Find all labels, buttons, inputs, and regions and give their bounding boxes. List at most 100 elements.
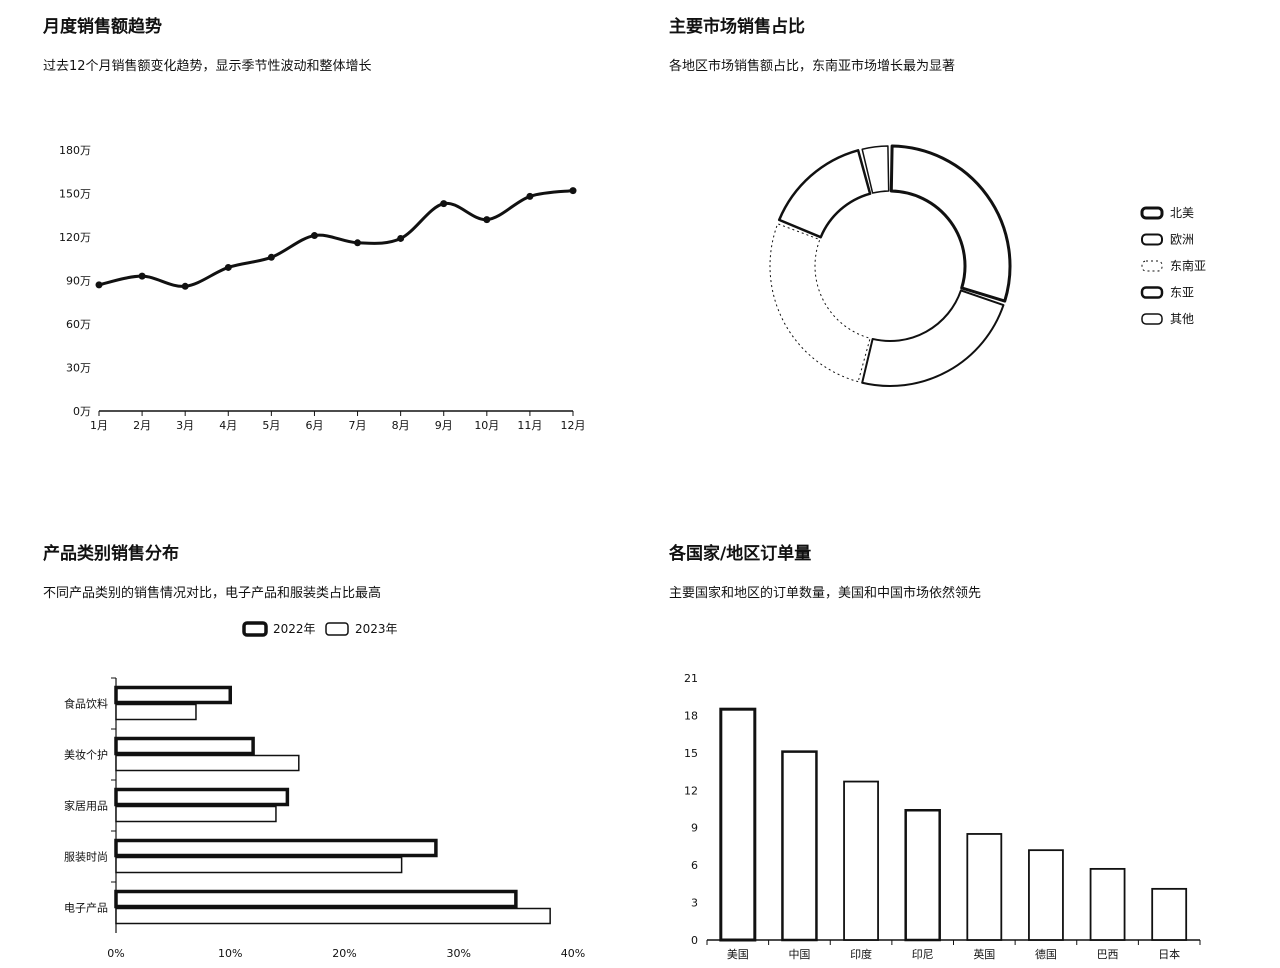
line-chart: 0万 30万 60万 90万 120万 150万 180万 1月 2月 3月 4月 5月 6月 7月 8月 9… — [59, 144, 586, 432]
legend-swatch — [1141, 233, 1163, 246]
x-tick-label: 40% — [561, 947, 585, 960]
x-tick-label: 10% — [218, 947, 242, 960]
x-tick-label: 2月 — [133, 419, 151, 432]
donut-slice — [889, 144, 1012, 303]
data-point — [569, 187, 577, 195]
data-point — [267, 253, 275, 261]
x-tick-label: 11月 — [517, 419, 542, 432]
bar-series-2 — [115, 754, 300, 772]
data-point — [354, 239, 362, 247]
data-point — [138, 272, 146, 280]
legend-swatch — [1140, 206, 1164, 220]
legend-label: 东亚 — [1170, 286, 1194, 300]
y-tick-label: 6 — [691, 859, 698, 872]
x-tick-label: 5月 — [262, 419, 280, 432]
bar — [843, 780, 879, 941]
y-tick-label: 60万 — [66, 318, 91, 331]
donut-slice — [861, 145, 890, 194]
line-chart-panel: 月度销售额趋势 过去12个月销售额变化趋势，显示季节性波动和整体增长 0万 30万… — [0, 0, 640, 484]
bar — [781, 750, 818, 942]
legend-label: 2022年 — [273, 622, 316, 636]
x-tick-label: 12月 — [561, 419, 586, 432]
bar-series-1 — [114, 838, 438, 858]
donut-chart-panel: 主要市场销售占比 各地区市场销售额占比，东南亚市场增长最为显著 北美 欧洲 东南亚东… — [640, 0, 1280, 484]
x-tick-label: 德国 — [1035, 947, 1057, 961]
donut-slice — [861, 289, 1005, 387]
y-tick-label: 家居用品 — [64, 799, 108, 813]
bar — [1028, 849, 1064, 941]
x-tick-label: 10月 — [474, 419, 499, 432]
y-tick-label: 180万 — [59, 144, 91, 157]
x-tick-label: 30% — [447, 947, 471, 960]
bar — [966, 833, 1003, 941]
y-tick-label: 0 — [691, 934, 698, 947]
y-tick-label: 150万 — [59, 188, 91, 201]
y-tick-label: 120万 — [59, 231, 91, 244]
donut-slice — [777, 149, 872, 239]
legend-swatch — [1141, 260, 1163, 272]
x-tick-label: 中国 — [788, 948, 810, 961]
bar — [719, 707, 757, 942]
x-tick-label: 0% — [107, 947, 124, 960]
x-tick-label: 印尼 — [912, 948, 934, 961]
bar-series-2 — [115, 805, 277, 823]
hbar-chart: 0% 10% 20% 30% 40% 电子产品 服装时尚 家居用品 美妆个护 食品饮料 2022年 2… — [64, 621, 585, 960]
legend-swatch — [1141, 313, 1163, 325]
y-tick-label: 12 — [684, 784, 698, 797]
y-tick-label: 15 — [684, 747, 698, 760]
data-point — [95, 281, 103, 289]
x-tick-label: 印度 — [850, 947, 872, 961]
hbar-chart-panel: 产品类别销售分布 不同产品类别的销售情况对比，电子产品和服装类占比最高 0% 10… — [0, 484, 640, 968]
y-tick-label: 美妆个护 — [64, 748, 108, 762]
data-point — [181, 282, 189, 290]
x-tick-label: 日本 — [1158, 947, 1180, 961]
legend-label: 欧洲 — [1170, 233, 1194, 247]
x-tick-label: 巴西 — [1097, 948, 1119, 961]
x-tick-label: 1月 — [90, 419, 108, 432]
bar-series-2 — [115, 907, 551, 925]
x-tick-label: 3月 — [176, 419, 194, 432]
vbar-chart-title: 各国家/地区订单量 — [669, 544, 812, 564]
y-tick-label: 0万 — [73, 405, 91, 418]
data-point — [483, 216, 491, 224]
legend-label: 东南亚 — [1170, 258, 1206, 273]
x-tick-label: 美国 — [727, 948, 749, 961]
bar — [1151, 887, 1188, 941]
data-point — [397, 234, 405, 242]
x-tick-label: 7月 — [349, 419, 367, 432]
bar — [904, 808, 941, 942]
bar-series-1 — [114, 685, 232, 705]
data-point — [310, 232, 318, 240]
x-tick-label: 20% — [332, 947, 356, 960]
vbar-chart-subtitle: 主要国家和地区的订单数量，美国和中国市场依然领先 — [669, 586, 982, 601]
line-chart-title: 月度销售额趋势 — [43, 17, 162, 37]
x-tick-label: 6月 — [305, 419, 323, 432]
y-tick-label: 食品饮料 — [64, 697, 108, 711]
bar — [1089, 867, 1126, 941]
data-point — [526, 192, 534, 200]
y-tick-label: 21 — [684, 672, 698, 685]
hbar-chart-subtitle: 不同产品类别的销售情况对比，电子产品和服装类占比最高 — [43, 586, 382, 601]
y-tick-label: 18 — [684, 709, 698, 722]
hbar-chart-title: 产品类别销售分布 — [43, 544, 179, 564]
x-tick-label: 8月 — [392, 419, 410, 432]
vbar-chart-panel: 各国家/地区订单量 主要国家和地区的订单数量，美国和中国市场依然领先 0 3 6 9 1… — [640, 484, 1280, 968]
donut-chart-title: 主要市场销售占比 — [669, 17, 805, 37]
line-chart-subtitle: 过去12个月销售额变化趋势，显示季节性波动和整体增长 — [43, 59, 372, 74]
legend-swatch — [325, 622, 349, 636]
x-tick-label: 英国 — [973, 947, 995, 961]
x-tick-label: 9月 — [435, 419, 453, 432]
legend-label: 2023年 — [355, 622, 398, 636]
y-tick-label: 9 — [691, 822, 698, 835]
legend-label: 其他 — [1170, 312, 1194, 326]
bar-series-2 — [115, 703, 197, 721]
data-point — [224, 263, 232, 271]
bar-series-1 — [114, 889, 518, 909]
y-tick-label: 服装时尚 — [64, 850, 108, 864]
bar-series-1 — [114, 736, 255, 756]
vbar-chart: 0 3 6 9 12 15 18 21 美国 中国 印度 印尼 英国 德国 巴西 日本 — [684, 672, 1201, 961]
bar-series-1 — [114, 787, 290, 807]
legend-label: 北美 — [1170, 206, 1194, 220]
series-line — [98, 189, 574, 288]
